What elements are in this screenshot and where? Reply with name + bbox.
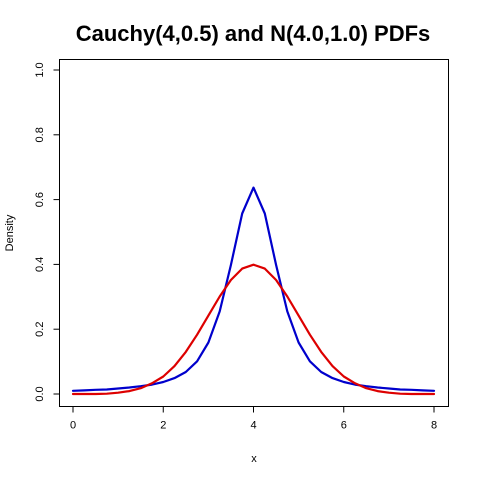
x-axis: 0 2 4 6 8	[70, 406, 437, 432]
x-axis-label: x	[251, 453, 257, 465]
y-tick-label: 0.0	[34, 386, 46, 401]
x-tick-label: 6	[341, 420, 347, 432]
x-tick-label: 2	[160, 420, 166, 432]
x-tick-label: 0	[70, 420, 76, 432]
series-layer	[71, 186, 436, 396]
y-tick-label: 1.0	[34, 62, 46, 77]
plot-area-frame	[59, 59, 449, 407]
x-tick-label: 8	[431, 420, 437, 432]
y-tick-label: 0.2	[34, 322, 46, 337]
y-axis-label: Density	[4, 214, 16, 251]
chart-title: Cauchy(4,0.5) and N(4.0,1.0) PDFs	[76, 21, 431, 46]
series-line-2	[71, 263, 436, 396]
y-tick-label: 0.4	[34, 257, 46, 272]
series-line-1	[71, 186, 436, 392]
y-tick-label: 0.8	[34, 127, 46, 142]
y-tick-label: 0.6	[34, 192, 46, 207]
x-tick-label: 4	[250, 420, 256, 432]
y-axis: 0.0 0.2 0.4 0.6 0.8 1.0	[34, 62, 60, 402]
